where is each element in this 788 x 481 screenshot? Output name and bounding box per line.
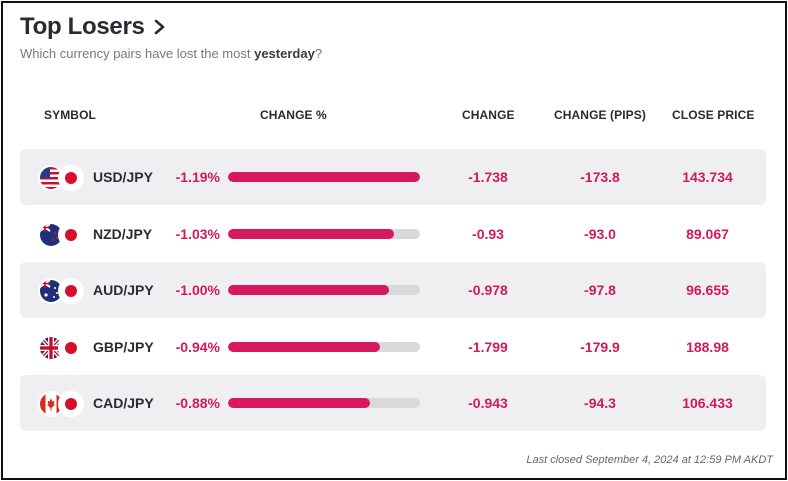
pair-symbol[interactable]: NZD/JPY: [93, 226, 153, 242]
currency-flags: [38, 222, 84, 248]
change-pips-value: -94.3: [584, 395, 616, 411]
change-pips-value: -97.8: [584, 282, 616, 298]
subtitle-text: Which currency pairs have lost the most: [20, 46, 255, 61]
subtitle-suffix: ?: [314, 46, 323, 61]
pair-symbol[interactable]: CAD/JPY: [93, 395, 154, 411]
last-closed-note: Last closed September 4, 2024 at 12:59 P…: [526, 454, 773, 466]
change-percent: -1.00%: [175, 282, 220, 298]
column-header-change-pips: CHANGE (PIPS): [554, 108, 646, 122]
jp-flag-icon: [58, 222, 84, 248]
close-price-value: 89.067: [686, 226, 729, 242]
jp-flag-icon: [58, 335, 84, 361]
pair-symbol[interactable]: AUD/JPY: [93, 282, 154, 298]
pair-symbol[interactable]: GBP/JPY: [93, 339, 154, 355]
column-header-symbol: SYMBOL: [44, 108, 96, 122]
change-value: -0.943: [468, 395, 508, 411]
currency-flags: [38, 335, 84, 361]
change-value: -0.93: [472, 226, 504, 242]
change-bar: [228, 172, 420, 182]
close-price-value: 106.433: [682, 395, 733, 411]
change-percent: -1.03%: [175, 226, 220, 242]
table-row[interactable]: NZD/JPY -1.03% -0.93 -93.0 89.067: [20, 206, 766, 262]
change-bar-fill: [228, 398, 371, 408]
currency-flags: [38, 165, 84, 191]
change-pips-value: -179.9: [580, 339, 620, 355]
column-header-change: CHANGE: [462, 108, 515, 122]
us-flag-icon: [38, 165, 64, 191]
widget-subtitle: Which currency pairs have lost the most …: [20, 46, 322, 61]
currency-flags: [38, 391, 84, 417]
change-bar: [228, 229, 420, 239]
change-pips-value: -93.0: [584, 226, 616, 242]
change-bar-fill: [228, 342, 380, 352]
close-price-value: 143.734: [682, 169, 733, 185]
jp-flag-icon: [58, 165, 84, 191]
change-bar-fill: [228, 285, 390, 295]
title-link[interactable]: Top Losers: [20, 13, 167, 41]
pair-symbol[interactable]: USD/JPY: [93, 169, 153, 185]
table-row[interactable]: CAD/JPY -0.88% -0.943 -94.3 106.433: [20, 375, 766, 431]
currency-flags: [38, 278, 84, 304]
change-value: -1.799: [468, 339, 508, 355]
table-row[interactable]: USD/JPY -1.19% -1.738 -173.8 143.734: [20, 149, 766, 205]
close-price-value: 188.98: [686, 339, 729, 355]
change-bar-fill: [228, 172, 420, 182]
change-pips-value: -173.8: [580, 169, 620, 185]
widget-title[interactable]: Top Losers: [20, 13, 145, 40]
jp-flag-icon: [58, 391, 84, 417]
change-bar: [228, 285, 420, 295]
change-value: -0.978: [468, 282, 508, 298]
column-header-change-percent: CHANGE %: [260, 108, 327, 122]
change-percent: -1.19%: [175, 169, 220, 185]
chevron-right-icon[interactable]: [153, 17, 167, 37]
change-bar: [228, 398, 420, 408]
change-value: -1.738: [468, 169, 508, 185]
table-row[interactable]: AUD/JPY -1.00% -0.978 -97.8 96.655: [20, 262, 766, 318]
subtitle-emphasis: yesterday: [254, 46, 315, 61]
change-bar: [228, 342, 420, 352]
table-row[interactable]: GBP/JPY -0.94% -1.799 -179.9 188.98: [20, 319, 766, 375]
change-percent: -0.94%: [175, 339, 220, 355]
column-header-close-price: CLOSE PRICE: [672, 108, 755, 122]
close-price-value: 96.655: [686, 282, 729, 298]
jp-flag-icon: [58, 278, 84, 304]
change-percent: -0.88%: [175, 395, 220, 411]
change-bar-fill: [228, 229, 395, 239]
